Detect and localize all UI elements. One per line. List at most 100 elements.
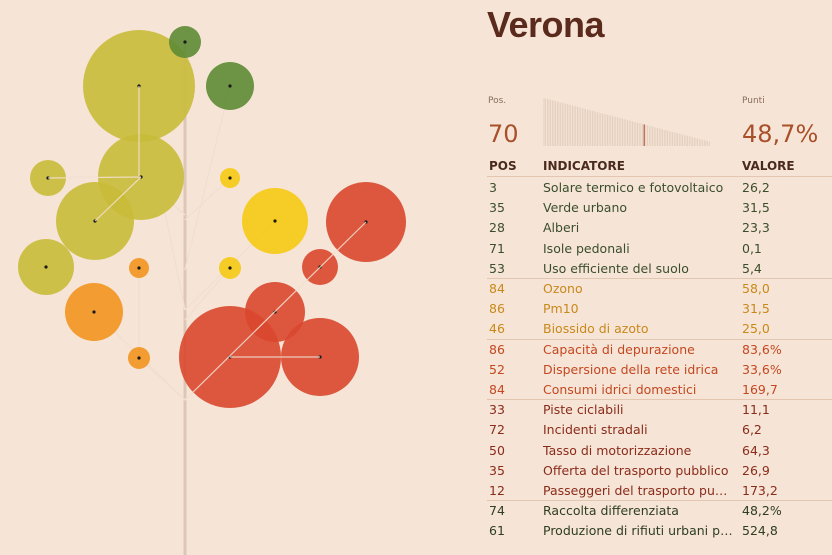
table-row[interactable]: 72 Incidenti stradali 6,2 [487,419,832,439]
bubble-center-dot [137,266,141,270]
row-position: 12 [489,483,505,498]
row-indicator: Dispersione della rete idrica [543,361,719,377]
row-indicator: Verde urbano [543,200,628,216]
table-row[interactable]: 86 Capacità di depurazione 83,6% [487,339,832,359]
row-position: 86 [489,341,505,357]
row-value: 83,6% [742,341,782,357]
row-position: 33 [489,402,505,418]
bubble-center-dot [273,219,277,223]
row-value: 173,2 [742,483,778,498]
row-indicator: Offerta del trasporto pubblico [543,462,729,478]
row-value: 58,0 [742,281,770,296]
row-position: 53 [489,260,505,276]
table-row[interactable]: 71 Isole pedonali 0,1 [487,238,832,258]
row-position: 28 [489,220,505,236]
row-indicator: Pm10 [543,301,579,317]
table-row[interactable]: 53 Uso efficiente del suolo 5,4 [487,258,832,278]
row-indicator: Raccolta differenziata [543,503,679,519]
row-position: 46 [489,321,505,337]
row-value: 11,1 [742,402,770,418]
row-indicator: Incidenti stradali [543,422,648,438]
row-value: 64,3 [742,442,770,458]
tree-branch-overlay [47,176,142,179]
table-row[interactable]: 84 Ozono 58,0 [487,278,832,298]
row-value: 0,1 [742,240,762,256]
table-row[interactable]: 74 Raccolta differenziata 48,2% [487,500,832,520]
position-label: Pos. [488,96,507,106]
row-value: 169,7 [742,382,778,397]
header-value: VALORE [742,159,795,173]
row-position: 52 [489,361,505,377]
group-divider [487,278,832,279]
bubble-center-dot [92,310,96,314]
row-indicator: Consumi idrici domestici [543,382,697,397]
tree-branch [184,177,231,221]
bubble-center-dot [228,266,232,270]
table-row[interactable]: 3 Solare termico e fotovoltaico 26,2 [487,177,832,197]
header-pos: POS [489,159,517,173]
header-indicator: INDICATORE [543,159,625,173]
table-row[interactable]: 12 Passeggeri del trasporto pubblico 173,2 [487,480,832,500]
header-divider [487,176,832,177]
position-value: 70 [488,120,519,148]
row-value: 25,0 [742,321,770,337]
tree-bubbles [18,26,406,408]
bubble-center-dot [44,265,48,269]
row-position: 72 [489,422,505,438]
ranking-distribution-chart [543,98,710,146]
row-position: 3 [489,180,497,195]
row-indicator: Produzione di rifiuti urbani pro capite [543,523,735,539]
row-position: 84 [489,281,505,296]
row-indicator: Piste ciclabili [543,402,624,418]
row-value: 31,5 [742,200,770,216]
group-divider [487,500,832,502]
row-value: 23,3 [742,220,770,236]
row-indicator: Ozono [543,281,583,296]
tree-branch [184,85,231,271]
row-indicator: Solare termico e fotovoltaico [543,180,724,195]
city-title: Verona [487,4,605,45]
bubble-center-dot [137,356,141,360]
table-row[interactable]: 61 Produzione di rifiuti urbani pro capit… [487,520,832,540]
row-position: 74 [489,503,505,519]
row-position: 35 [489,200,505,216]
row-position: 35 [489,462,505,478]
row-indicator: Capacità di depurazione [543,341,695,357]
points-value: 48,7% [742,120,819,148]
row-indicator: Isole pedonali [543,240,630,256]
group-divider [487,338,832,340]
group-divider [487,399,832,401]
row-position: 50 [489,442,505,458]
row-indicator: Alberi [543,220,580,236]
table-row[interactable]: 84 Consumi idrici domestici 169,7 [487,379,832,399]
tree-visualization [18,26,406,555]
row-value: 26,9 [742,462,770,478]
tree-branch [184,267,231,321]
row-indicator: Biossido di azoto [543,321,649,337]
points-label: Punti [742,96,765,106]
bubble-center-dot [228,84,232,88]
row-indicator: Tasso di motorizzazione [543,442,692,458]
row-value: 31,5 [742,301,770,317]
table-row[interactable]: 52 Dispersione della rete idrica 33,6% [487,359,832,379]
row-position: 61 [489,523,505,539]
row-value: 5,4 [742,260,762,276]
row-position: 84 [489,382,505,397]
tree-branch-overlay [94,176,142,222]
row-value: 6,2 [742,422,762,438]
table-row[interactable]: 86 Pm10 31,5 [487,298,832,318]
table-row[interactable]: 28 Alberi 23,3 [487,217,832,237]
table-row[interactable]: 50 Tasso di motorizzazione 64,3 [487,440,832,460]
row-indicator: Passeggeri del trasporto pubblico [543,483,735,498]
bubble-center-dot [228,176,232,180]
tree-branch-overlay [184,221,367,401]
row-position: 86 [489,301,505,317]
row-indicator: Uso efficiente del suolo [543,260,689,276]
table-row[interactable]: 35 Verde urbano 31,5 [487,197,832,217]
table-row[interactable]: 46 Biossido di azoto 25,0 [487,318,832,338]
bubble-center-dot [183,40,187,44]
row-position: 71 [489,240,505,256]
table-row[interactable]: 35 Offerta del trasporto pubblico 26,9 [487,460,832,480]
row-value: 33,6% [742,361,782,377]
table-row[interactable]: 33 Piste ciclabili 11,1 [487,399,832,419]
